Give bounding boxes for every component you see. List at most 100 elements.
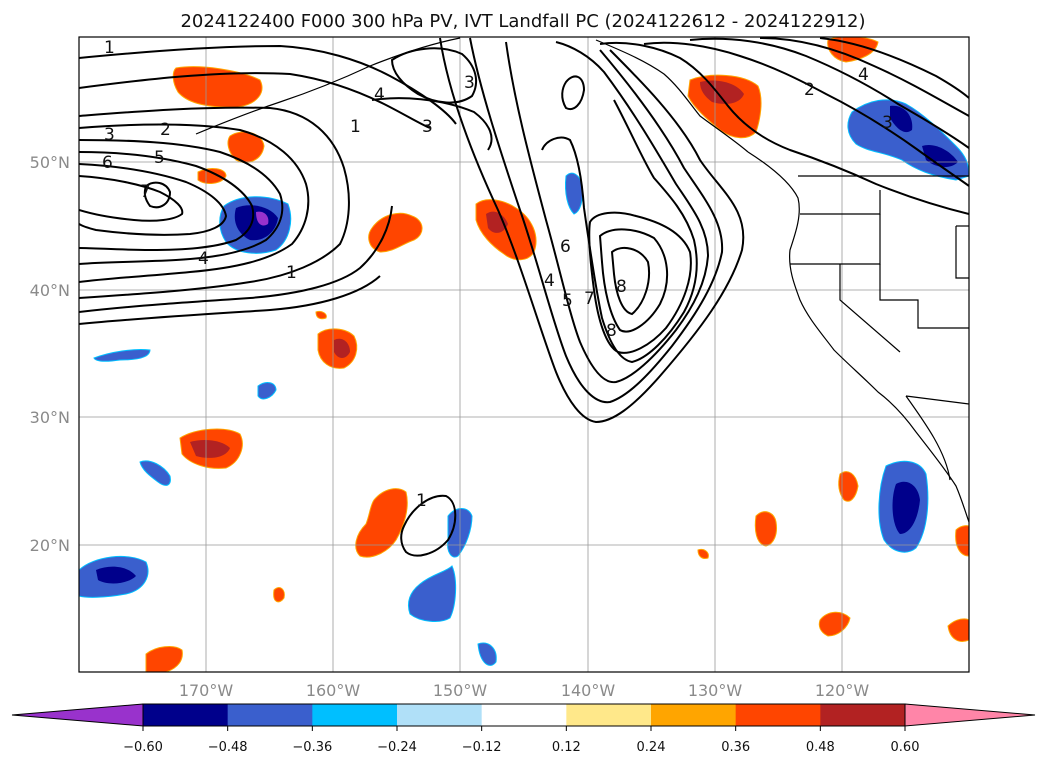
anomaly-blob-positive [838, 471, 859, 502]
contour-label: 3 [104, 125, 115, 145]
pv-contour-trough [439, 37, 745, 424]
colorbar-segment [820, 704, 906, 726]
colorbar [11, 703, 1036, 727]
pv-contours [79, 37, 969, 557]
anomaly-blob-deep [890, 105, 913, 133]
contour-label: 4 [198, 249, 209, 269]
pv-contour-ridge [819, 37, 969, 99]
pv-contour-western-low [79, 139, 284, 265]
colorbar-tick-label: 0.36 [721, 740, 750, 755]
anomaly-blob-positive [368, 212, 423, 253]
pv-contour-ridge [643, 41, 969, 187]
contour-label: 6 [102, 153, 113, 173]
pv-contour-upper [371, 97, 493, 151]
pv-contour-western-low [79, 175, 184, 222]
pv-contour-small [561, 75, 586, 110]
map-title: 2024122400 F000 300 hPa PV, IVT Landfall… [180, 11, 865, 32]
contour-label: 3 [882, 113, 893, 133]
anomaly-blob-positive [273, 587, 285, 603]
contour-label: 4 [858, 65, 869, 85]
anomaly-blob-positive [697, 549, 709, 559]
contour-label: 1 [104, 38, 115, 58]
contour-label: 5 [562, 291, 573, 311]
lon-label-150w: 150°W [433, 681, 488, 700]
lat-label-50n: 50°N [30, 153, 70, 172]
colorbar-segment [566, 704, 652, 726]
anomaly-blob-deep [892, 481, 920, 534]
map-panel: 1 2 3 4 5 6 7 8 1 3 4 1 3 4 5 6 7 8 2 4 … [79, 37, 969, 672]
colorbar-ticks: −0.60 −0.48 −0.36 −0.24 −0.12 0.12 0.24 0.36 0.4… [123, 726, 919, 755]
pv-contour-small-low [143, 181, 172, 209]
pv-contour-ridge [599, 41, 969, 215]
pv-contour-ridge [759, 37, 969, 117]
contour-labels: 1 2 3 4 5 6 7 8 1 3 4 1 3 4 5 6 7 8 2 4 … [102, 38, 893, 511]
anomaly-blob-positive [355, 488, 408, 558]
colorbar-segment [397, 704, 483, 726]
colorbar-segment [312, 704, 398, 726]
colorbar-tick-label: −0.36 [292, 740, 332, 755]
colorbar-tick-label: 0.24 [637, 740, 666, 755]
anomaly-blob-strong [486, 211, 508, 233]
mexico-border [905, 395, 969, 405]
anomaly-blob-positive [947, 618, 969, 642]
state-border [955, 226, 969, 279]
lon-label-160w: 160°W [306, 681, 361, 700]
anomaly-blob-negative [407, 565, 457, 622]
contour-label: 4 [374, 85, 385, 105]
baja-california-coast [905, 395, 951, 481]
anomaly-blob-negative [565, 172, 583, 215]
anomaly-blob-deep [96, 566, 136, 584]
anomaly-blob-negative [477, 642, 497, 666]
pv-contour-western-low [79, 275, 381, 325]
gridlines [79, 37, 969, 672]
anomaly-blob-positive [754, 511, 777, 547]
coastlines [195, 37, 969, 523]
map-background [79, 37, 969, 672]
pv-contour-trough [610, 246, 650, 316]
pv-contour-ridge [689, 37, 969, 149]
pv-contour-upper [390, 47, 478, 104]
contour-label: 2 [160, 120, 171, 140]
lat-label-20n: 20°N [30, 536, 70, 555]
north-america-west-coast [747, 151, 969, 523]
contour-label: 1 [350, 117, 361, 137]
pv-contour-trough [505, 41, 710, 384]
colorbar-tick-label: 0.60 [891, 740, 920, 755]
anomaly-blob-positive [145, 646, 183, 672]
anomaly-blob-deep [922, 144, 958, 168]
colorbar-frame [142, 703, 906, 727]
colorbar-tick-label: −0.24 [377, 740, 417, 755]
lon-label-170w: 170°W [179, 681, 234, 700]
contour-label: 6 [560, 237, 571, 257]
pv-contour-trough [541, 99, 698, 364]
contour-label: 8 [616, 277, 627, 297]
anomaly-blob-positive [955, 525, 969, 557]
colorbar-segment [735, 704, 821, 726]
pv-contour-western-low [79, 163, 228, 236]
lon-label-140w: 140°W [561, 681, 616, 700]
colorbar-tick-label: 0.12 [552, 740, 581, 755]
pv-contour-western-low [79, 151, 255, 252]
lon-label-130w: 130°W [688, 681, 743, 700]
anomaly-blob-extreme [256, 211, 269, 226]
pv-contour-trough [588, 211, 692, 354]
anomaly-blob-positive [315, 311, 327, 320]
pv-contour-western-low [79, 205, 393, 313]
anomaly-blob-strong [190, 440, 230, 458]
lat-label-40n: 40°N [30, 281, 70, 300]
contour-label: 4 [544, 271, 555, 291]
state-border [839, 264, 901, 353]
contour-label: 3 [422, 117, 433, 137]
longitude-labels: 170°W 160°W 150°W 140°W 130°W 120°W [179, 681, 870, 700]
colorbar-tick-label: −0.12 [462, 740, 502, 755]
anomaly-blob-negative [257, 382, 277, 400]
alaska-panhandle-coast [595, 39, 749, 153]
pv-contour-subtropical [400, 494, 457, 557]
state-border [879, 264, 969, 329]
contour-label: 1 [286, 263, 297, 283]
anomaly-blob-negative [139, 460, 171, 486]
anomaly-blob-strong [334, 338, 350, 358]
contour-label: 8 [606, 321, 617, 341]
latitude-labels: 50°N 40°N 30°N 20°N [30, 153, 70, 555]
anomaly-blob-positive [197, 168, 227, 184]
